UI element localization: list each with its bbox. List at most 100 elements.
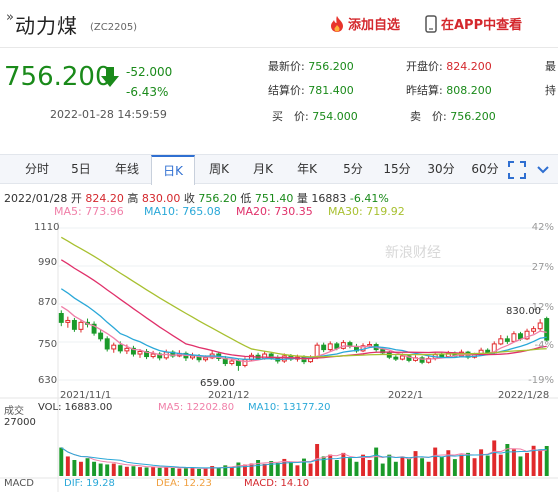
- volume-bar: [288, 461, 293, 476]
- candle-body: [406, 355, 412, 361]
- volume-bar: [177, 468, 182, 476]
- field-ask: 卖 价: 756.200: [410, 110, 496, 123]
- tab-year-line[interactable]: 年线: [114, 162, 139, 176]
- volume-bar: [256, 460, 261, 476]
- candle-body: [321, 344, 327, 351]
- y-label-750: 750: [38, 339, 58, 350]
- chevron-down-icon[interactable]: [536, 161, 550, 179]
- y-right-neg19: -19%: [528, 375, 554, 386]
- field-bid: 买 价: 754.000: [272, 110, 358, 123]
- tab-30min[interactable]: 30分: [427, 162, 455, 176]
- candle-body: [104, 338, 110, 350]
- macd-dif: DIF: 19.28: [64, 478, 115, 489]
- volume-bar: [361, 454, 366, 476]
- volume-bar: [511, 449, 516, 476]
- volume-bar: [393, 461, 398, 476]
- volume-ma5: MA5: 12202.80: [158, 402, 235, 413]
- ma-line: [60, 259, 547, 360]
- volume-bar: [334, 460, 339, 476]
- volume-bar: [197, 468, 202, 476]
- volume-bar: [387, 454, 392, 476]
- tab-15min[interactable]: 15分: [383, 162, 411, 176]
- candle-body: [518, 333, 523, 340]
- volume-bar: [92, 461, 97, 476]
- y-label-630: 630: [38, 375, 58, 386]
- watermark-text: 新浪财经: [385, 245, 441, 261]
- volume-ma-line: [60, 447, 547, 469]
- volume-bar: [505, 444, 510, 476]
- candle-body: [544, 318, 550, 341]
- y-right-12: 12%: [531, 302, 554, 313]
- volume-bar: [433, 447, 438, 476]
- x-label-dec: 2021/12: [208, 390, 250, 401]
- quote-panel: 756.200 -52.000 -6.43% 2022-01-28 14:59:…: [0, 48, 558, 152]
- volume-bar: [466, 452, 470, 476]
- volume-bar: [479, 449, 484, 476]
- change-percent: -6.43%: [126, 85, 169, 99]
- volume-bar: [111, 463, 116, 476]
- tab-5min[interactable]: 5分: [343, 162, 363, 176]
- volume-bar: [210, 466, 215, 476]
- tab-60min[interactable]: 60分: [471, 162, 499, 176]
- tab-intraday[interactable]: 分时: [24, 162, 49, 176]
- kline-svg: 新浪财经: [0, 222, 558, 492]
- volume-bar: [249, 463, 254, 476]
- volume-bar: [72, 460, 77, 476]
- volume-bar: [518, 456, 523, 476]
- volume-bar: [308, 463, 313, 476]
- volume-bar: [544, 445, 549, 476]
- candle-body: [91, 323, 97, 334]
- volume-ma-line: [60, 447, 547, 469]
- candle-body: [71, 319, 77, 330]
- macd-value: MACD: 14.10: [244, 478, 310, 489]
- macd-title: MACD: [4, 478, 34, 489]
- volume-bar: [144, 467, 149, 476]
- add-favorite-button[interactable]: 添加自选: [330, 14, 400, 33]
- tab-weekly-k[interactable]: 周K: [209, 162, 229, 176]
- x-label-end: 2022/1/28: [498, 390, 550, 401]
- ohlc-readout: 2022/01/28 开 824.20 高 830.00 收 756.20 低 …: [4, 192, 389, 205]
- volume-bar: [242, 464, 247, 476]
- down-arrow-icon: [101, 67, 119, 87]
- volume-bar: [203, 468, 208, 476]
- fullscreen-icon[interactable]: [508, 161, 526, 179]
- candle-body: [117, 344, 123, 352]
- candle-body: [504, 338, 510, 342]
- ma-line: [60, 236, 547, 358]
- tab-yearly-k[interactable]: 年K: [297, 162, 317, 176]
- candle-body: [393, 356, 399, 360]
- volume-y-top: 27000: [4, 417, 36, 428]
- tab-5day[interactable]: 5日: [71, 162, 91, 176]
- candle-body: [327, 343, 333, 351]
- y-label-990: 990: [38, 257, 58, 268]
- candle-body: [419, 357, 425, 363]
- candle-body: [137, 351, 143, 355]
- candle-body: [524, 330, 530, 340]
- candle-body: [98, 332, 104, 340]
- volume-bar: [223, 465, 228, 476]
- volume-bar: [164, 467, 169, 476]
- field-latest: 最新价: 756.200: [268, 60, 354, 73]
- volume-bar: [538, 449, 543, 476]
- kline-chart-area[interactable]: 新浪财经 1110 990 870 750 630 42% 27% 12% -4…: [0, 222, 558, 492]
- candle-body: [203, 357, 209, 361]
- candle-body: [242, 359, 248, 366]
- volume-bar: [183, 468, 188, 476]
- y-right-neg4: -4%: [534, 340, 554, 351]
- open-in-app-button[interactable]: 在APP中查看: [425, 14, 522, 33]
- x-label-jan: 2022/1: [388, 390, 424, 401]
- candle-body: [58, 313, 64, 323]
- volume-bar: [354, 461, 359, 476]
- volume-bar: [459, 454, 464, 476]
- volume-bar: [321, 456, 326, 476]
- volume-bar: [282, 458, 287, 476]
- macd-dea: DEA: 12.23: [156, 478, 212, 489]
- y-right-42: 42%: [531, 222, 554, 233]
- volume-bar: [374, 447, 379, 476]
- field-open: 开盘价: 824.200: [406, 60, 492, 73]
- volume-bar: [131, 466, 136, 476]
- candle-body: [130, 347, 136, 355]
- tab-monthly-k[interactable]: 月K: [253, 162, 273, 176]
- tab-daily-k[interactable]: 日K: [151, 155, 195, 185]
- volume-bar: [302, 458, 306, 476]
